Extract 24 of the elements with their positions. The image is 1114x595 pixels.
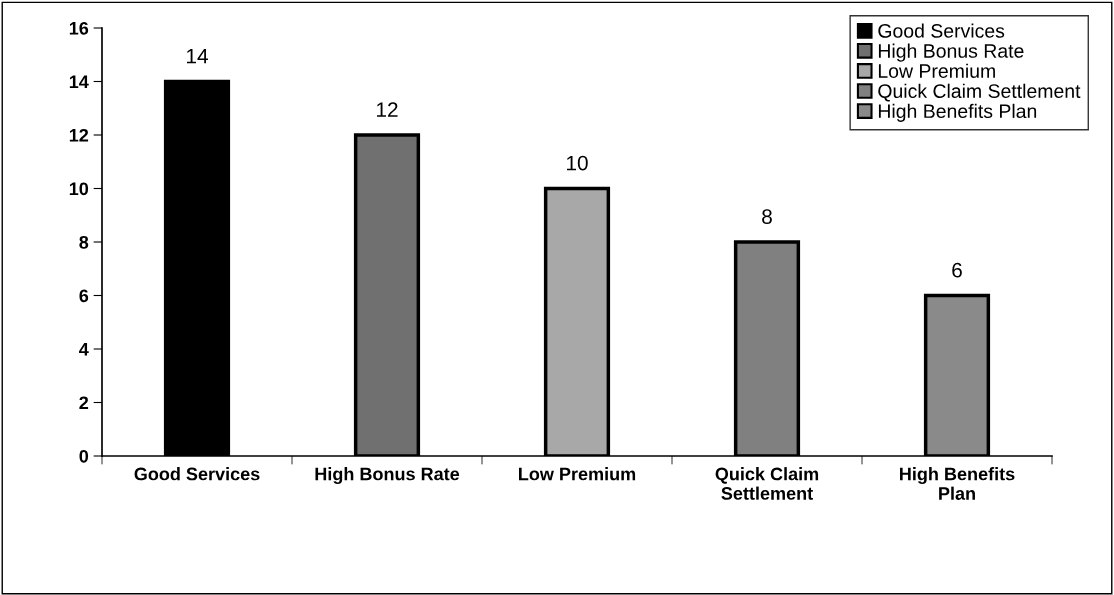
y-tick-label: 2 <box>79 396 89 410</box>
x-tick-label: Good Services <box>134 467 260 481</box>
y-tick-label: 10 <box>69 182 89 196</box>
y-tick-label: 16 <box>69 21 89 35</box>
data-label: 6 <box>952 262 962 278</box>
y-tick-label: 0 <box>79 449 89 463</box>
y-tick-label: 14 <box>69 75 89 89</box>
data-label: 12 <box>377 102 398 117</box>
legend-label: Quick Claim Settlement <box>878 83 1081 102</box>
x-tick-label: Quick Claim Settlement <box>715 467 819 500</box>
data-label: 8 <box>762 209 772 224</box>
legend-label: Good Services <box>878 23 1005 38</box>
x-tick-label: High Benefits Plan <box>900 467 1015 500</box>
y-tick-label: 4 <box>79 343 89 356</box>
legend-label: High Bonus Rate <box>878 43 1024 62</box>
y-tick-label: 8 <box>79 235 89 249</box>
x-tick-label: High Bonus Rate <box>315 467 460 485</box>
y-tick-label: 6 <box>79 289 89 303</box>
data-label: 10 <box>567 155 588 171</box>
legend-label: High Benefits Plan <box>878 103 1037 122</box>
legend-label: Low Premium <box>878 63 995 78</box>
x-tick-label: Low Premium <box>519 467 636 481</box>
y-tick-label: 12 <box>69 128 89 142</box>
data-label: 14 <box>187 48 208 64</box>
